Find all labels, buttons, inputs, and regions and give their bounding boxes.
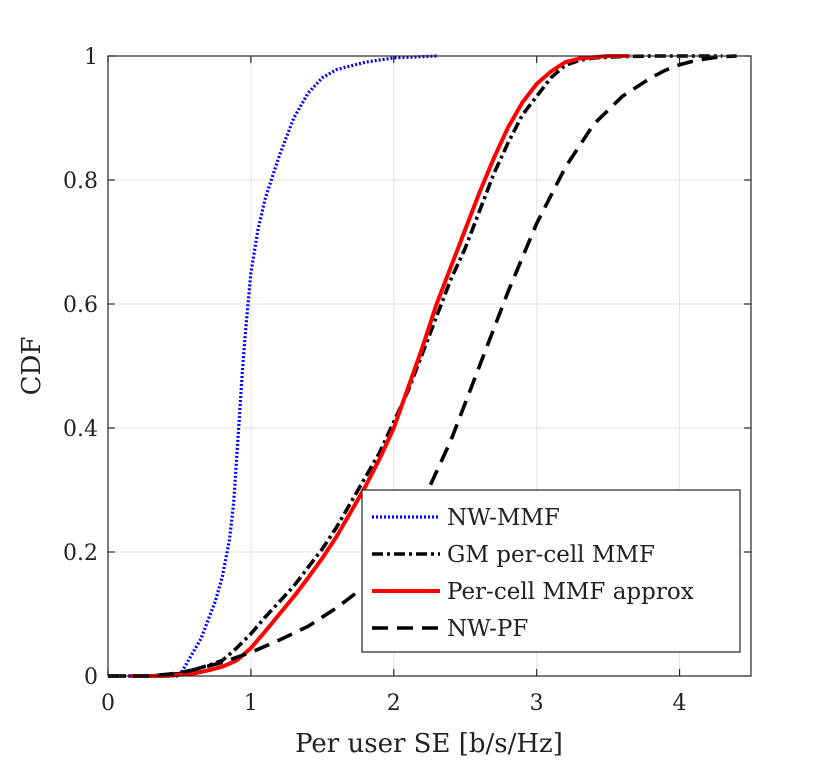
series-layer <box>108 54 737 678</box>
y-tick-label: 1 <box>84 45 98 70</box>
x-tick-label: 0 <box>101 691 115 716</box>
grid-lines <box>108 56 751 676</box>
x-tick-label: 1 <box>244 691 258 716</box>
series-line-nw-mmf <box>108 54 437 678</box>
x-axis-label: Per user SE [b/s/Hz] <box>295 729 563 759</box>
legend: NW-MMF GM per-cell MMF Per-cell MMF approx… <box>361 489 741 653</box>
y-tick-label: 0.8 <box>63 169 98 194</box>
legend-label-gm-per-cell-mmf: GM per-cell MMF <box>447 542 655 568</box>
y-tick-label: 0.2 <box>63 541 98 566</box>
series-line-nw-pf <box>108 54 737 678</box>
legend-label-nw-mmf: NW-MMF <box>447 505 560 531</box>
y-tick-label: 0.6 <box>63 293 98 318</box>
legend-label-per-cell-mmf-approx: Per-cell MMF approx <box>447 579 694 605</box>
y-tick-label: 0.4 <box>63 417 98 442</box>
x-tick-label: 3 <box>530 691 544 716</box>
y-axis-label: CDF <box>17 337 47 396</box>
y-tick-label: 0 <box>84 665 98 690</box>
x-tick-label: 4 <box>673 691 687 716</box>
legend-label-nw-pf: NW-PF <box>447 616 528 642</box>
plot-frame <box>107 55 752 677</box>
axis-ticks: 0 1 2 3 4 0 0.2 0.4 0.6 0.8 1 <box>63 45 751 716</box>
x-tick-label: 2 <box>387 691 401 716</box>
series-line-gm-per-cell-mmf <box>108 54 723 678</box>
